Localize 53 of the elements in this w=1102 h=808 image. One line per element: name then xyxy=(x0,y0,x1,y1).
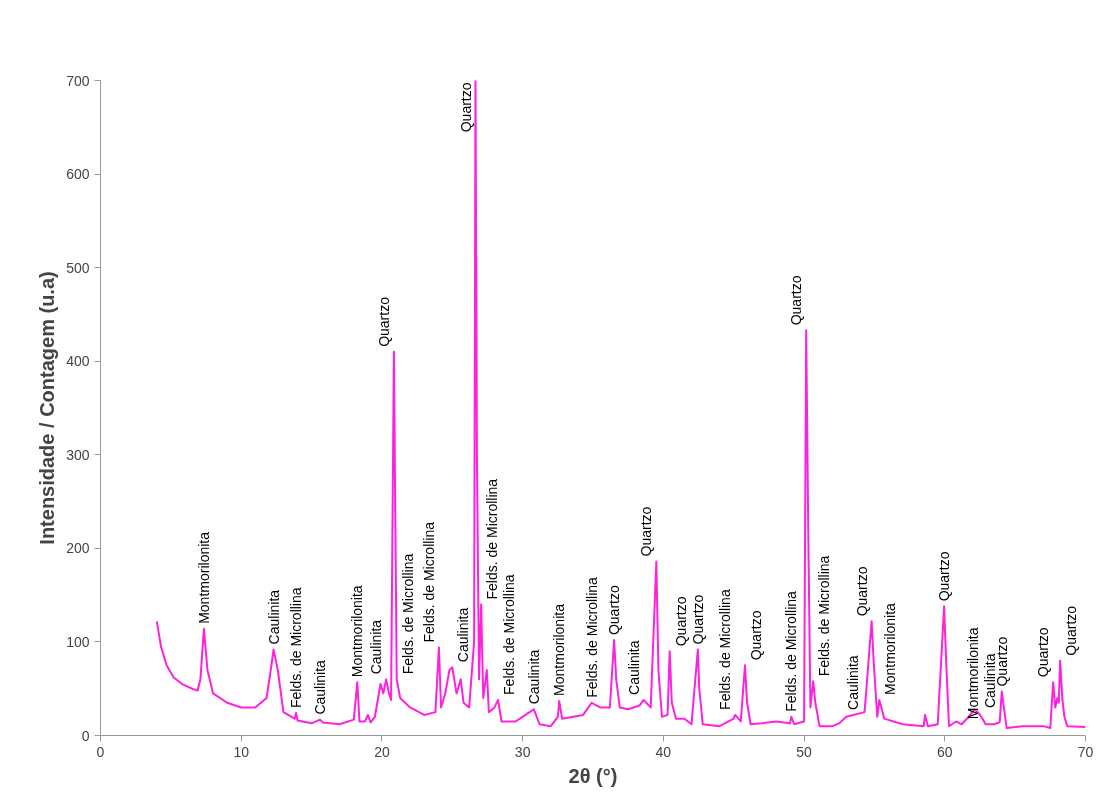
y-axis-title: Intensidade / Contagem (u.a) xyxy=(36,271,59,545)
annotation: Caulinita xyxy=(525,649,542,705)
line-series xyxy=(155,80,1086,730)
annotation: Quartzo xyxy=(672,596,689,647)
x-tick-label: 0 xyxy=(96,743,105,760)
annotation: Felds. de Microllina xyxy=(783,590,800,712)
annotation: Caulinita xyxy=(312,659,329,715)
annotation: Caulinita xyxy=(845,655,862,710)
annotation: Quartzo xyxy=(788,275,805,326)
annotation: Quartzo xyxy=(606,585,623,636)
annotation: Montmorilonita xyxy=(964,627,981,720)
x-tick-label: 70 xyxy=(1077,743,1094,760)
x-tick-label: 20 xyxy=(374,743,390,760)
annotation: Quartzo xyxy=(1035,627,1052,678)
annotation: Caulinita xyxy=(265,589,282,645)
annotation: Caulinita xyxy=(368,619,385,675)
annotation: Felds. de Microllina xyxy=(288,587,305,709)
y-tick-label: 400 xyxy=(66,353,90,370)
annotation: Felds. de Microllina xyxy=(501,574,518,695)
annotation: Quartzo xyxy=(457,82,474,133)
annotation: Felds. de Microllina xyxy=(420,521,437,643)
annotation: Montmorilonita xyxy=(349,585,366,678)
y-tick-label: 600 xyxy=(66,166,90,183)
x-tick-label: 40 xyxy=(655,743,672,760)
annotation: Felds. de Microllina xyxy=(583,576,600,698)
x-tick-label: 60 xyxy=(937,743,953,760)
annotation: Quartzo xyxy=(375,296,392,347)
y-tick-label: 100 xyxy=(66,633,90,650)
annotation: Quartzo xyxy=(853,566,870,617)
annotation: Quartzo xyxy=(747,610,764,661)
annotation: Felds. de Microllina xyxy=(717,589,734,710)
annotation: Montmorilonita xyxy=(882,602,899,695)
y-tick-label: 700 xyxy=(66,72,90,89)
annotation: Quartzo xyxy=(689,594,706,645)
y-tick-label: 200 xyxy=(66,540,90,557)
annotation: Felds. de Microllina xyxy=(484,478,501,600)
annotation: Montmorilonita xyxy=(195,531,212,624)
y-tick-label: 300 xyxy=(66,446,90,463)
x-axis-title: 2θ (°) xyxy=(568,764,618,787)
x-tick-label: 50 xyxy=(796,743,813,760)
annotation: Caulinita xyxy=(981,653,998,709)
annotation: Caulinita xyxy=(455,607,472,663)
y-tick-label: 500 xyxy=(66,259,90,276)
x-tick-label: 10 xyxy=(233,743,250,760)
annotation: Caulinita xyxy=(625,640,642,695)
annotation: Montmorilonita xyxy=(551,603,568,696)
y-tick-label: 0 xyxy=(81,727,90,744)
annotation: Quartzo xyxy=(638,506,655,557)
annotation: Quartzo xyxy=(1063,605,1080,656)
annotation: Felds. de Microllina xyxy=(399,553,416,675)
x-tick-label: 30 xyxy=(514,743,531,760)
annotation: Quartzo xyxy=(936,551,953,602)
annotation: Felds. de Microllina xyxy=(816,555,833,677)
